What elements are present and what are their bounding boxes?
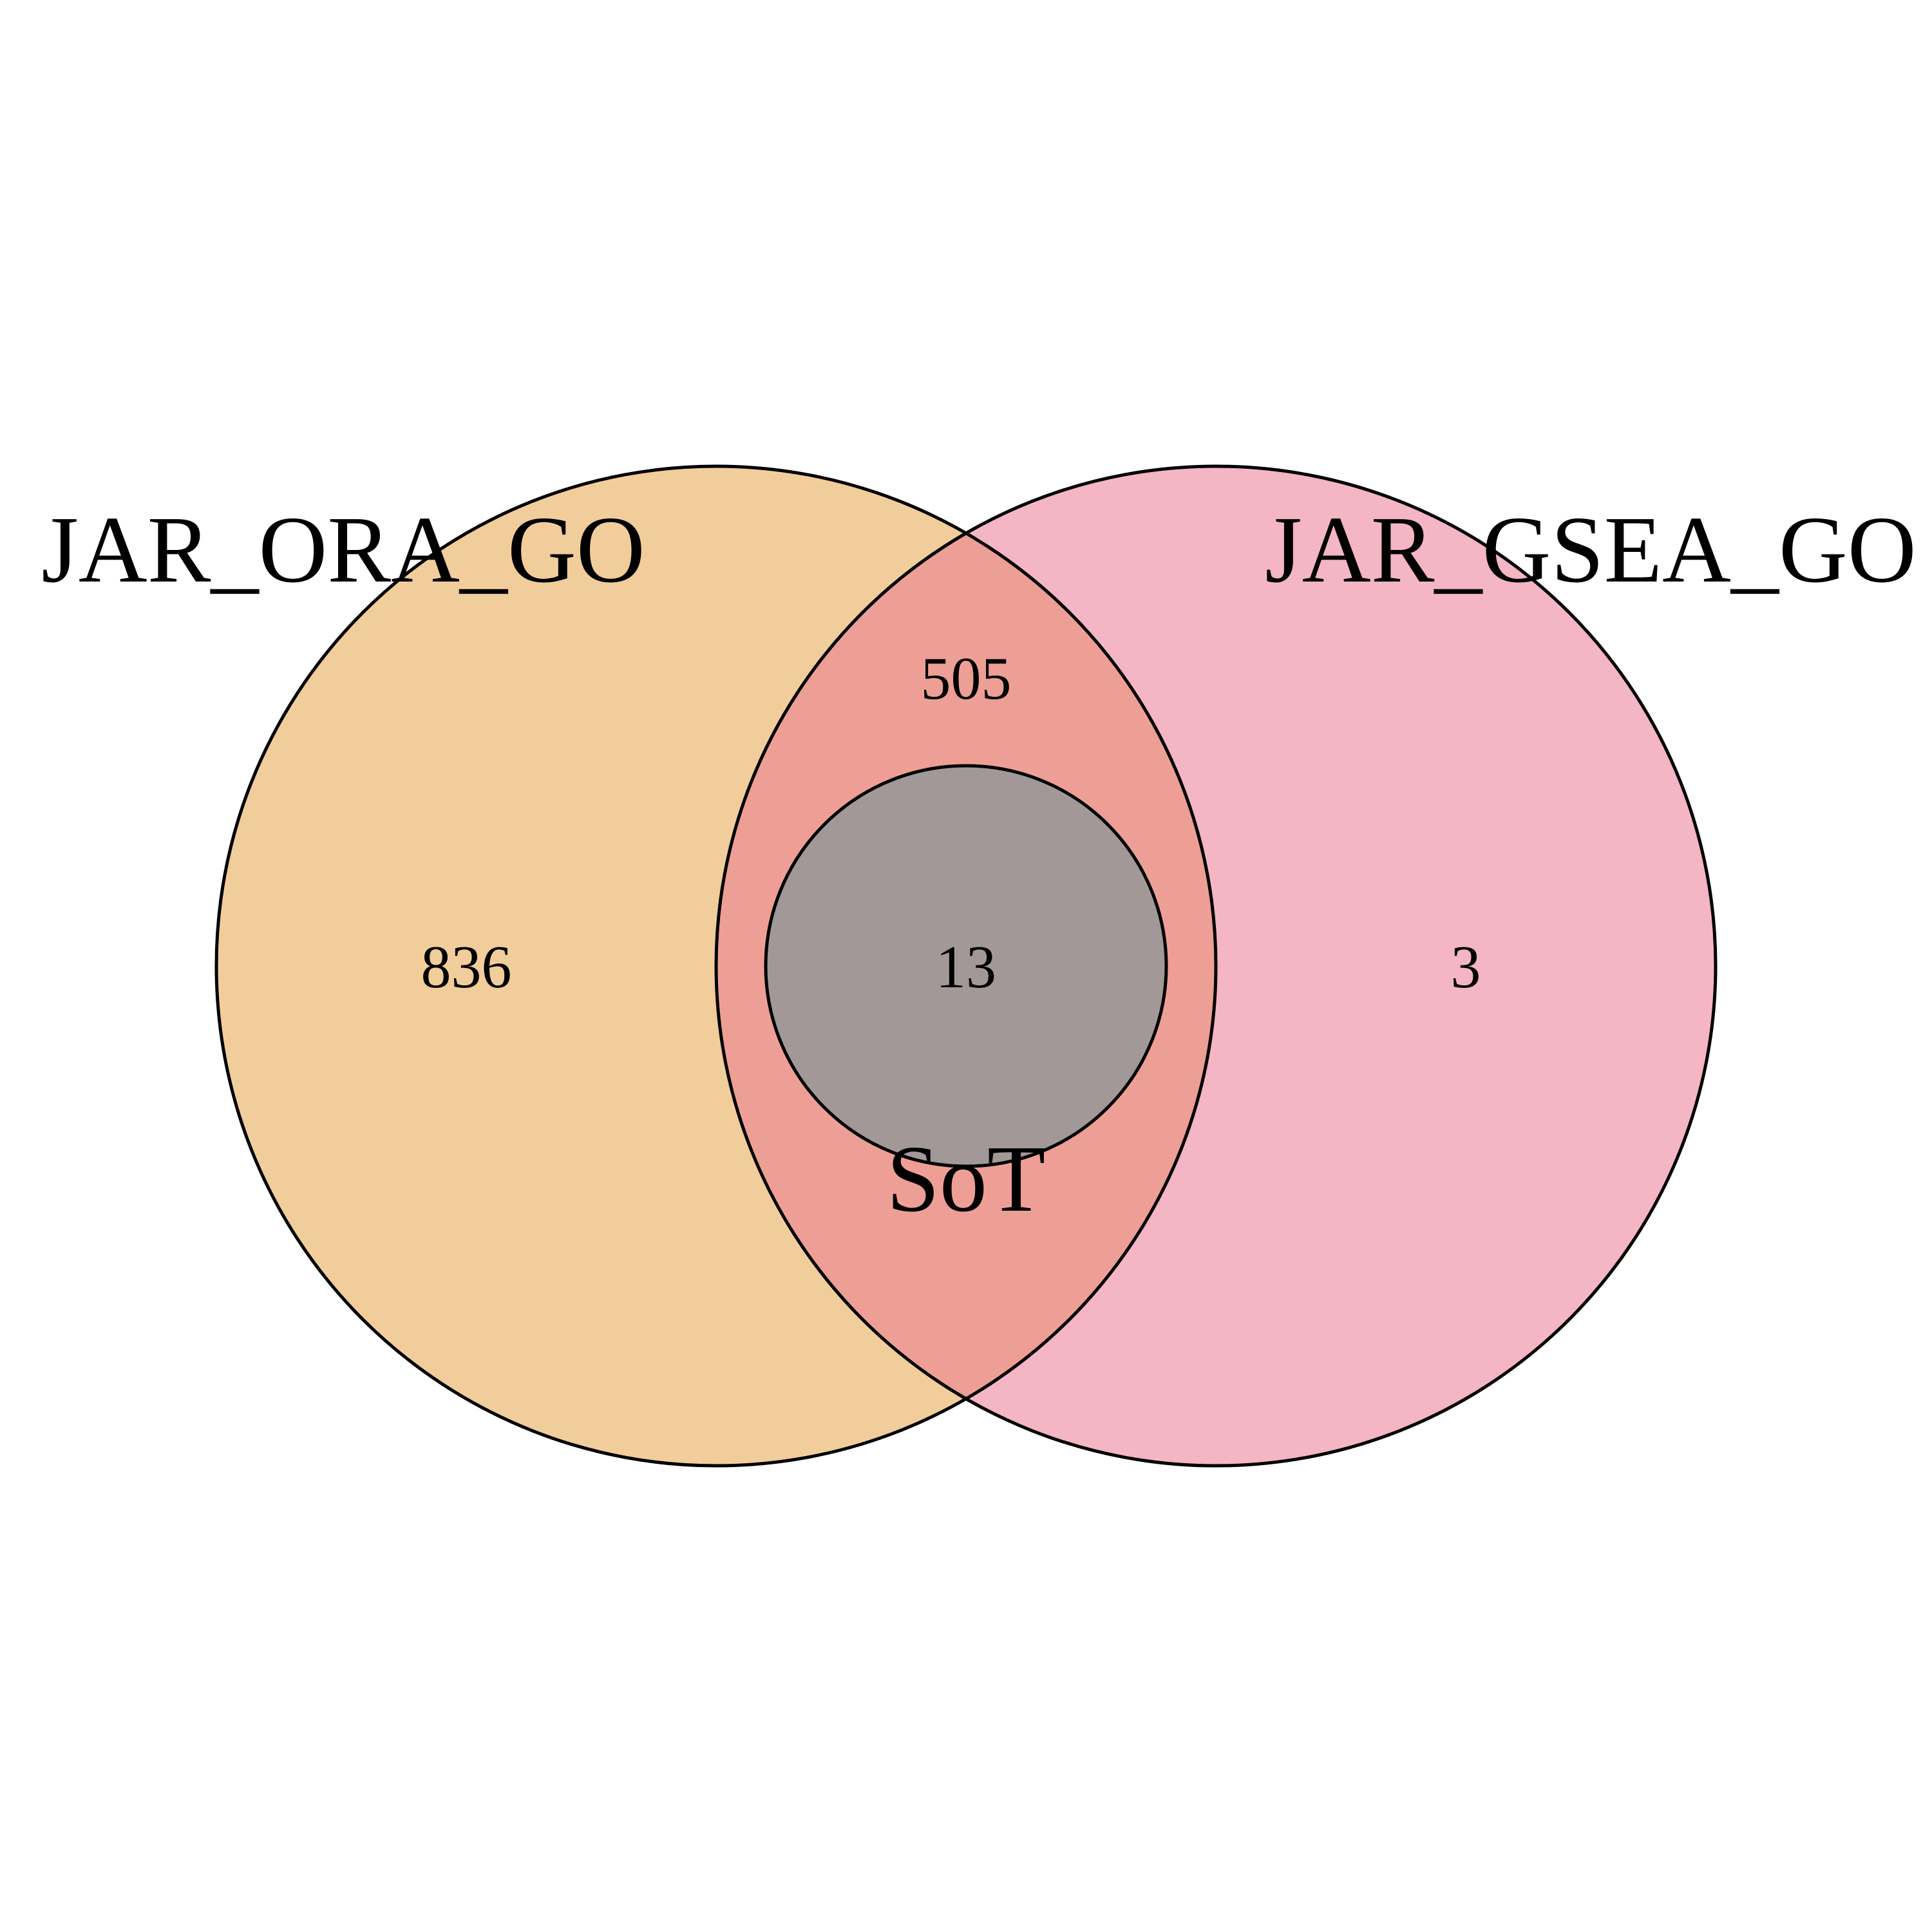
- count-ora-only: 836: [421, 934, 512, 1001]
- count-gsea-only: 3: [1451, 934, 1481, 1001]
- outline-jar-ora-go: [214, 464, 1218, 1468]
- outline-sot: [764, 764, 1168, 1168]
- set-label-jar-gsea-go: JAR_GSEA_GO: [1265, 497, 1916, 603]
- outline-jar-gsea-go: [714, 464, 1718, 1468]
- set-circle-sot: [766, 766, 1166, 1166]
- count-all-three: 13: [936, 934, 996, 1001]
- overlap-region-ora-gsea: [716, 466, 1216, 1466]
- set-label-sot: SoT: [887, 1126, 1046, 1232]
- set-label-jar-ora-go: JAR_ORA_GO: [41, 497, 645, 603]
- count-ora-gsea-overlap: 505: [921, 645, 1012, 712]
